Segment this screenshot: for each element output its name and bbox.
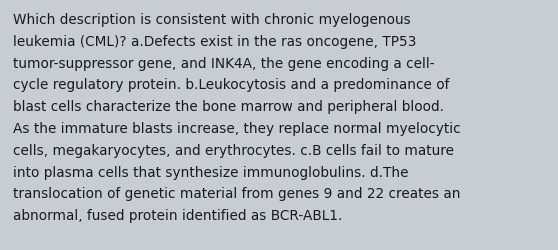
Text: blast cells characterize the bone marrow and peripheral blood.: blast cells characterize the bone marrow… <box>13 100 444 114</box>
Text: into plasma cells that synthesize immunoglobulins. d.The: into plasma cells that synthesize immuno… <box>13 165 408 179</box>
Text: cycle regulatory protein. b.Leukocytosis and a predominance of: cycle regulatory protein. b.Leukocytosis… <box>13 78 449 92</box>
Text: translocation of genetic material from genes 9 and 22 creates an: translocation of genetic material from g… <box>13 187 460 200</box>
Text: leukemia (CML)? a.Defects exist in the ras oncogene, TP53: leukemia (CML)? a.Defects exist in the r… <box>13 35 416 48</box>
Text: cells, megakaryocytes, and erythrocytes. c.B cells fail to mature: cells, megakaryocytes, and erythrocytes.… <box>13 143 454 157</box>
Text: abnormal, fused protein identified as BCR-ABL1.: abnormal, fused protein identified as BC… <box>13 208 343 222</box>
Text: Which description is consistent with chronic myelogenous: Which description is consistent with chr… <box>13 13 411 27</box>
Text: tumor-suppressor gene, and INK4A, the gene encoding a cell-: tumor-suppressor gene, and INK4A, the ge… <box>13 56 435 70</box>
Text: As the immature blasts increase, they replace normal myelocytic: As the immature blasts increase, they re… <box>13 122 460 136</box>
